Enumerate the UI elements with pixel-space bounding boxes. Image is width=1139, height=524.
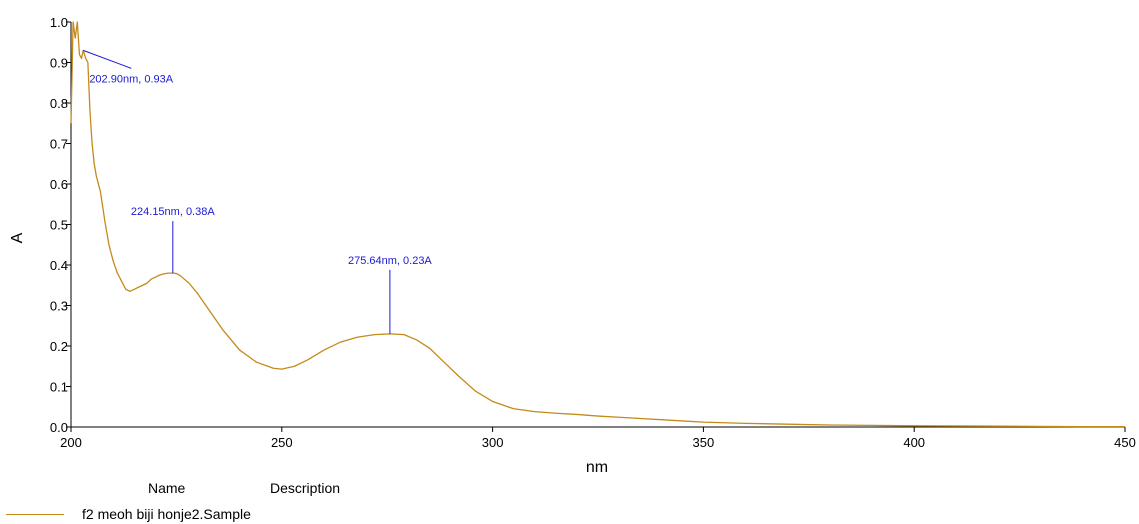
- peak-leader-line: [83, 49, 132, 69]
- y-axis-ticks: 0.0 0.1 0.2 0.3 0.4 0.5 0.6 0.7 0.8 0.9 1.0: [50, 15, 71, 435]
- x-tick-label: 350: [693, 435, 715, 450]
- y-tick-label: 0.4: [50, 258, 68, 273]
- y-tick-label: 0.0: [50, 420, 68, 435]
- peak-annotations: 202.90nm, 0.93A 224.15nm, 0.38A 275.64nm, …: [83, 49, 432, 334]
- series-layer: [70, 21, 1125, 428]
- y-axis-label: A: [9, 232, 26, 243]
- peak-label: 275.64nm, 0.23A: [348, 255, 432, 267]
- x-tick-label: 250: [271, 435, 293, 450]
- x-axis-ticks: 200 250 300 350 400 450: [60, 427, 1136, 450]
- x-tick-label: 450: [1114, 435, 1136, 450]
- y-tick-label: 0.7: [50, 137, 68, 152]
- uv-vis-spectrum-chart: 0.0 0.1 0.2 0.3 0.4 0.5 0.6 0.7 0.8 0.9 1.0 200 250…: [9, 15, 1136, 476]
- peak-label: 202.90nm, 0.93A: [89, 73, 173, 85]
- legend-entry: f2 meoh biji honje2.Sample: [0, 504, 600, 524]
- x-axis-label: nm: [586, 459, 608, 476]
- x-tick-label: 300: [482, 435, 504, 450]
- series-line: [70, 21, 1125, 428]
- legend-description-header: Description: [270, 480, 341, 496]
- y-tick-label: 0.9: [50, 56, 68, 71]
- legend: Name Description f2 meoh biji honje2.Sam…: [0, 480, 600, 524]
- y-tick-label: 1.0: [50, 15, 68, 30]
- y-tick-label: 0.2: [50, 339, 68, 354]
- peak-label: 224.15nm, 0.38A: [131, 206, 215, 218]
- legend-line-swatch: [6, 514, 64, 515]
- x-tick-label: 400: [903, 435, 925, 450]
- y-tick-label: 0.5: [50, 218, 68, 233]
- legend-entry-name: f2 meoh biji honje2.Sample: [82, 506, 251, 522]
- legend-name-header: Name: [148, 480, 186, 496]
- y-tick-label: 0.6: [50, 177, 68, 192]
- x-tick-label: 200: [60, 435, 82, 450]
- y-tick-label: 0.3: [50, 299, 68, 314]
- y-tick-label: 0.1: [50, 380, 68, 395]
- y-tick-label: 0.8: [50, 96, 68, 111]
